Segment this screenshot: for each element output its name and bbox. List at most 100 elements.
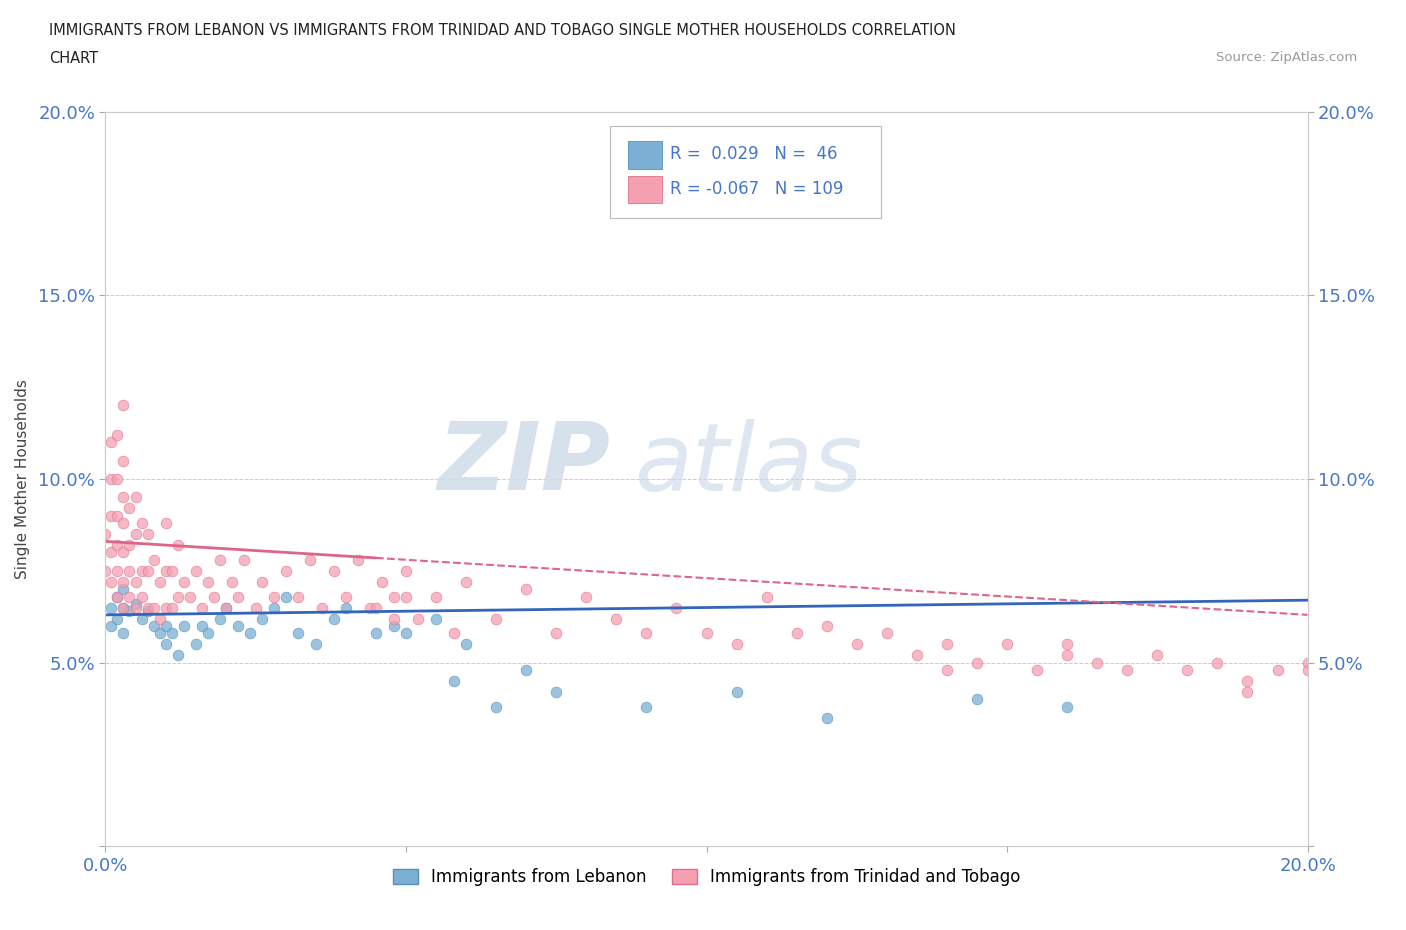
Point (94, 526, 117, 541)
Point (696, 626, 718, 641)
Point (160, 626, 183, 641)
Point (107, 508, 129, 523)
Point (155, 515, 177, 530)
Point (665, 600, 688, 615)
Point (232, 552, 254, 567)
Text: IMMIGRANTS FROM LEBANON VS IMMIGRANTS FROM TRINIDAD AND TOBAGO SINGLE MOTHER HOU: IMMIGRANTS FROM LEBANON VS IMMIGRANTS FR… (49, 23, 956, 38)
Point (148, 626, 170, 641)
Point (263, 589, 285, 604)
Point (425, 611, 447, 626)
Bar (628, 176, 662, 204)
Point (966, 692, 988, 707)
Point (107, 472, 129, 486)
Text: ZIP: ZIP (437, 418, 610, 511)
Point (364, 626, 387, 641)
Point (184, 637, 207, 652)
Point (112, 626, 135, 641)
Point (112, 515, 135, 530)
Point (636, 626, 658, 641)
Point (905, 648, 928, 663)
Point (1236, 684, 1258, 699)
Point (214, 600, 236, 615)
Point (1056, 699, 1078, 714)
Point (443, 673, 465, 688)
Point (142, 600, 165, 615)
Point (124, 596, 146, 611)
Text: atlas: atlas (634, 418, 863, 510)
Point (725, 637, 748, 652)
Point (208, 552, 231, 567)
Y-axis label: Single Mother Households: Single Mother Households (14, 379, 30, 578)
Point (112, 575, 135, 590)
Point (250, 611, 273, 626)
Point (107, 538, 129, 552)
Point (166, 589, 188, 604)
Text: R =  0.029   N =  46: R = 0.029 N = 46 (671, 145, 838, 163)
Text: CHART: CHART (49, 51, 98, 66)
Point (100, 618, 122, 633)
Point (364, 600, 387, 615)
Point (1056, 648, 1078, 663)
Point (359, 600, 381, 615)
Point (124, 526, 146, 541)
Point (322, 564, 344, 578)
Point (575, 589, 598, 604)
Point (100, 545, 122, 560)
Point (221, 575, 243, 590)
Point (1177, 662, 1199, 677)
Text: R = -0.067   N = 109: R = -0.067 N = 109 (671, 180, 844, 198)
Point (136, 564, 159, 578)
Point (250, 575, 273, 590)
Point (287, 626, 309, 641)
Point (118, 604, 141, 618)
FancyBboxPatch shape (610, 126, 880, 219)
Point (966, 655, 988, 670)
Point (160, 564, 183, 578)
Point (845, 637, 868, 652)
Point (107, 589, 129, 604)
Point (100, 600, 122, 615)
Point (118, 589, 141, 604)
Point (94, 564, 117, 578)
Point (118, 538, 141, 552)
Point (100, 575, 122, 590)
Point (382, 611, 405, 626)
Point (160, 600, 183, 615)
Point (425, 589, 447, 604)
Point (112, 600, 135, 615)
Legend: Immigrants from Lebanon, Immigrants from Trinidad and Tobago: Immigrants from Lebanon, Immigrants from… (387, 862, 1026, 893)
Point (118, 501, 141, 516)
Point (112, 453, 135, 468)
Point (112, 545, 135, 560)
Point (107, 589, 129, 604)
Point (100, 435, 122, 450)
Point (112, 582, 135, 597)
Point (148, 611, 170, 626)
Point (166, 538, 188, 552)
Point (239, 626, 262, 641)
Point (1236, 673, 1258, 688)
Point (815, 618, 838, 633)
Point (142, 552, 165, 567)
Point (245, 600, 267, 615)
Point (311, 600, 333, 615)
Point (148, 575, 170, 590)
Point (226, 618, 249, 633)
Point (155, 564, 177, 578)
Point (136, 526, 159, 541)
Point (347, 552, 370, 567)
Point (605, 611, 627, 626)
Point (124, 490, 146, 505)
Point (112, 600, 135, 615)
Point (636, 699, 658, 714)
Point (173, 618, 195, 633)
Point (755, 589, 778, 604)
Point (202, 589, 225, 604)
Point (382, 589, 405, 604)
Point (1116, 662, 1139, 677)
Point (995, 637, 1018, 652)
Point (1296, 662, 1319, 677)
Point (322, 611, 344, 626)
Point (456, 575, 478, 590)
Point (214, 600, 236, 615)
